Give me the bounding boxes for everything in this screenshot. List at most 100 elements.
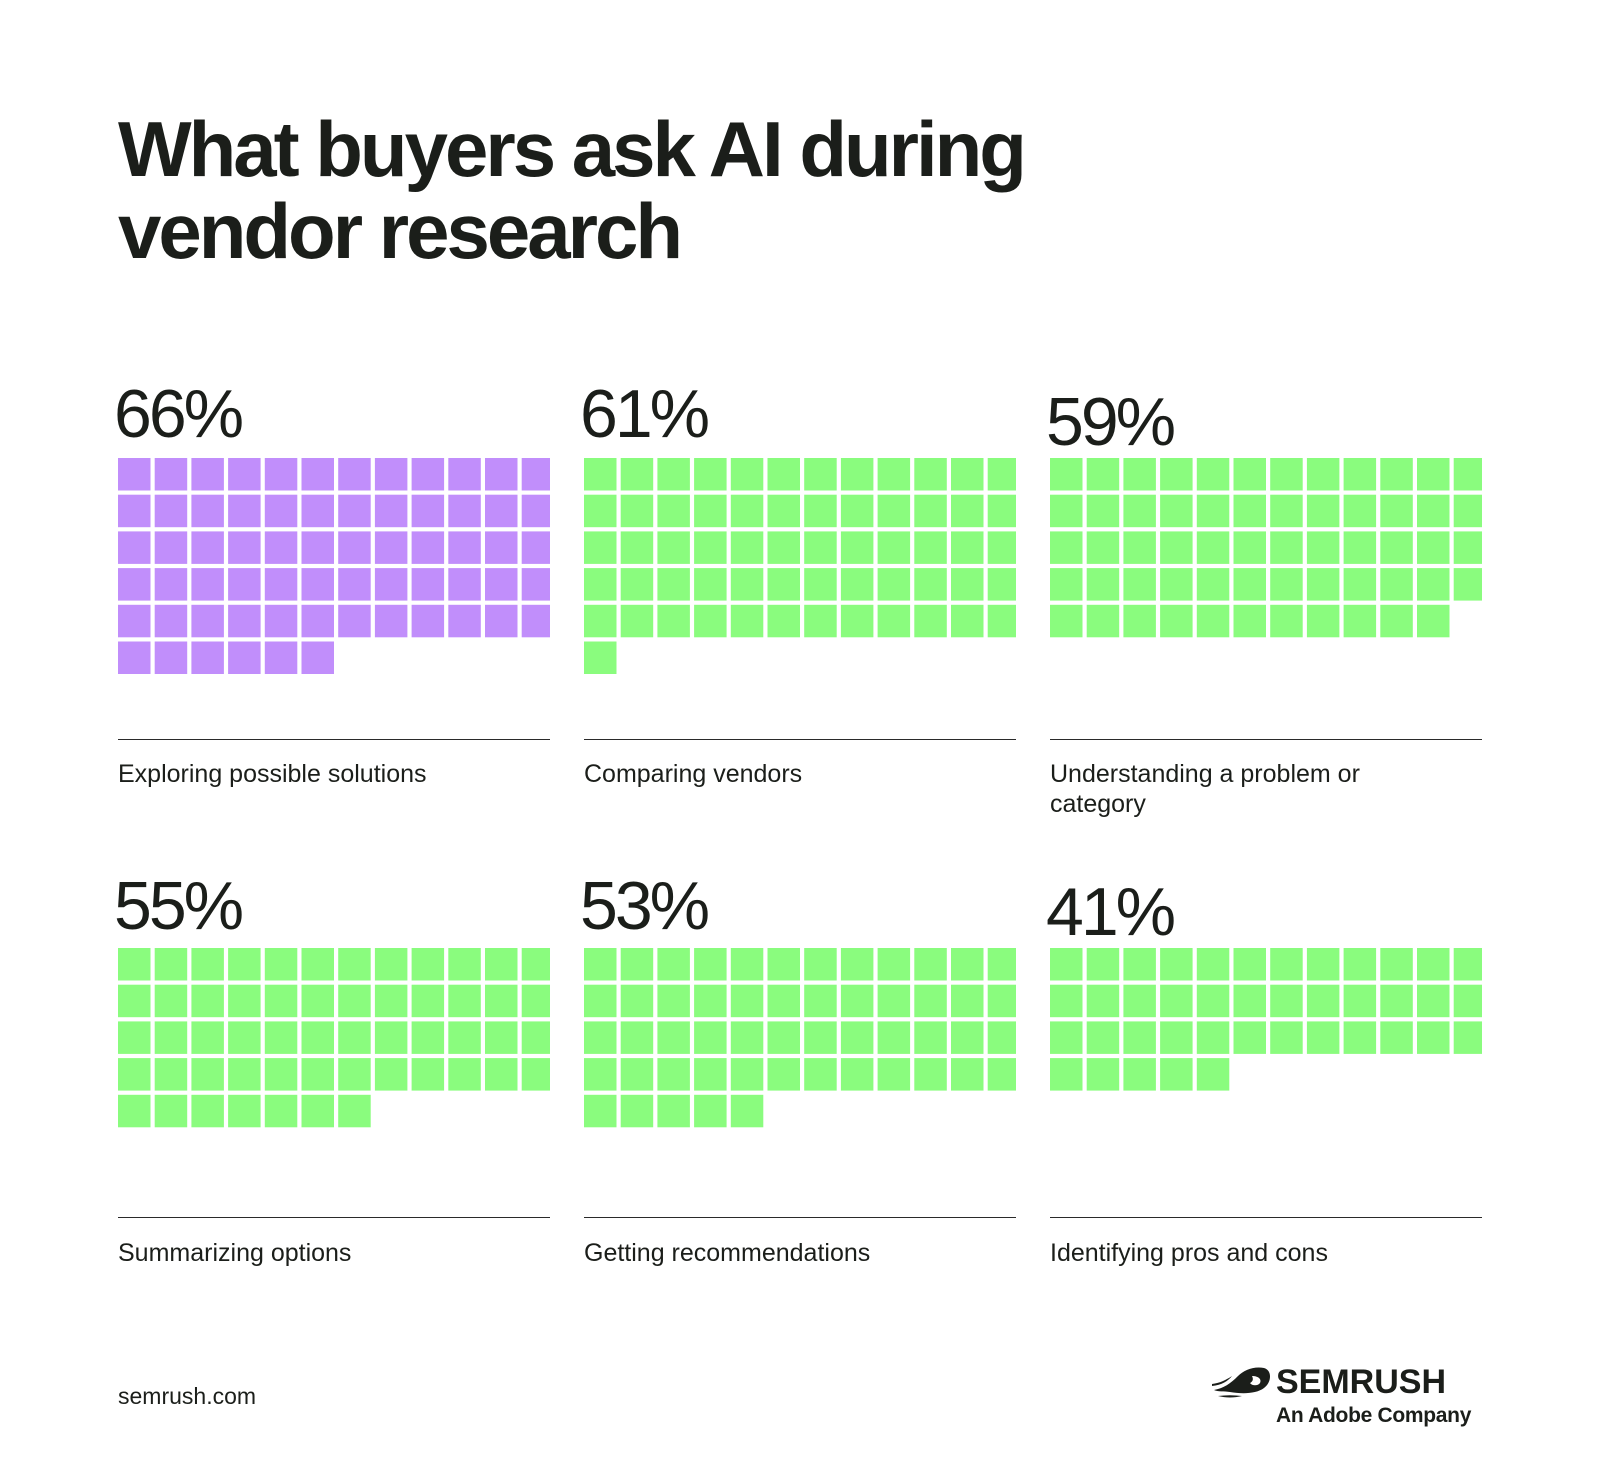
- waffle-cell: [264, 1021, 298, 1054]
- waffle-cell: [914, 604, 947, 638]
- waffle-cell: [1160, 984, 1193, 1018]
- waffle-cell: [730, 604, 764, 638]
- waffle-cell: [1123, 568, 1156, 601]
- waffle-cell: [485, 1058, 518, 1091]
- waffle-cell: [1196, 1021, 1230, 1054]
- waffle-cell: [154, 984, 188, 1018]
- waffle-cell: [1160, 531, 1193, 564]
- waffle-cell: [1086, 1021, 1120, 1054]
- waffle-cell: [1306, 948, 1340, 981]
- footer-url: semrush.com: [118, 1383, 257, 1409]
- waffle-cell: [1123, 1021, 1156, 1054]
- waffle-cell: [448, 458, 481, 491]
- waffle-cell: [1233, 494, 1266, 528]
- waffle-cell: [584, 1094, 617, 1128]
- waffle-cell: [620, 948, 654, 981]
- waffle-cell: [1196, 984, 1230, 1018]
- waffle-cell: [1050, 568, 1083, 601]
- waffle-cell: [1123, 1058, 1156, 1091]
- waffle-cell: [485, 568, 518, 601]
- waffle-cell: [657, 604, 690, 638]
- waffle-cell: [374, 568, 408, 601]
- waffle-cell: [1050, 494, 1083, 528]
- waffle-cell: [584, 1058, 617, 1091]
- waffle-cell: [448, 1058, 481, 1091]
- waffle-cell: [804, 948, 837, 981]
- waffle-cell: [118, 568, 151, 601]
- waffle-cell: [154, 1094, 188, 1128]
- category-label: Summarizing options: [118, 1239, 352, 1267]
- waffle-cell: [657, 1058, 690, 1091]
- waffle-cell: [154, 531, 188, 564]
- waffle-cell: [620, 568, 654, 601]
- waffle-cell: [485, 948, 518, 981]
- waffle-cell: [191, 458, 224, 491]
- waffle-cell: [914, 984, 947, 1018]
- waffle-cell: [1270, 984, 1303, 1018]
- divider-line: [1050, 739, 1482, 740]
- divider-line: [584, 1217, 1016, 1218]
- waffle-cell: [804, 568, 837, 601]
- waffle-cell: [411, 531, 445, 564]
- waffle-cell: [1343, 1021, 1377, 1054]
- waffle-cell: [228, 458, 261, 491]
- waffle-cell: [338, 1021, 371, 1054]
- waffle-cell: [914, 1021, 947, 1054]
- waffle-cell: [840, 984, 874, 1018]
- waffle-cell: [840, 1058, 874, 1091]
- waffle-cell: [154, 1058, 188, 1091]
- waffle-cell: [264, 568, 298, 601]
- waffle-cell: [914, 948, 947, 981]
- waffle-cell: [1233, 568, 1266, 601]
- waffle-cell: [1306, 1021, 1340, 1054]
- waffle-cell: [694, 568, 727, 601]
- waffle-cell: [657, 984, 690, 1018]
- waffle-cell: [191, 568, 224, 601]
- waffle-cell: [730, 1021, 764, 1054]
- waffle-cell: [877, 458, 911, 491]
- waffle-cell: [411, 494, 445, 528]
- waffle-cell: [730, 1058, 764, 1091]
- waffle-cell: [485, 494, 518, 528]
- waffle-cell: [584, 948, 617, 981]
- waffle-cell: [338, 948, 371, 981]
- waffle-cell: [1123, 604, 1156, 638]
- brand-name: SEMRUSH: [1276, 1363, 1447, 1401]
- waffle-cell: [191, 948, 224, 981]
- waffle-cell: [730, 494, 764, 528]
- waffle-cell: [521, 494, 550, 528]
- waffle-cell: [914, 458, 947, 491]
- waffle-cell: [987, 1021, 1016, 1054]
- waffle-cell: [877, 531, 911, 564]
- waffle-cell: [584, 604, 617, 638]
- waffle-cell: [411, 948, 445, 981]
- waffle-cell: [620, 531, 654, 564]
- waffle-cell: [118, 1094, 151, 1128]
- waffle-cell: [840, 531, 874, 564]
- waffle-cell: [584, 1021, 617, 1054]
- waffle-cell: [1196, 568, 1230, 601]
- waffle-cell: [987, 604, 1016, 638]
- waffle-cell: [804, 494, 837, 528]
- waffle-cell: [767, 984, 800, 1018]
- waffle-cell: [1417, 531, 1450, 564]
- waffle-cell: [657, 948, 690, 981]
- percentage-value: 41%: [1046, 874, 1176, 950]
- waffle-cell: [1196, 604, 1230, 638]
- waffle-cell: [1196, 458, 1230, 491]
- waffle-cell: [1233, 531, 1266, 564]
- waffle-cell: [374, 1058, 408, 1091]
- waffle-cell: [521, 984, 550, 1018]
- waffle-cell: [374, 604, 408, 638]
- waffle-cell: [987, 984, 1016, 1018]
- waffle-cell: [840, 494, 874, 528]
- waffle-cell: [1123, 984, 1156, 1018]
- waffle-cell: [228, 1058, 261, 1091]
- waffle-cell: [411, 458, 445, 491]
- waffle-cell: [448, 494, 481, 528]
- waffle-cell: [1270, 458, 1303, 491]
- waffle-cell: [914, 531, 947, 564]
- waffle-grid: [584, 458, 1016, 674]
- waffle-cell: [877, 604, 911, 638]
- waffle-cell: [191, 984, 224, 1018]
